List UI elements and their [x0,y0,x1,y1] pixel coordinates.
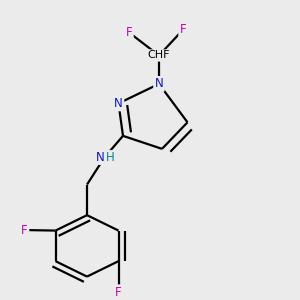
Text: N: N [114,97,123,110]
Text: F: F [126,26,132,39]
Text: F: F [21,224,28,236]
Text: H: H [106,151,115,164]
Text: N: N [154,77,164,90]
Text: F: F [115,286,122,299]
Text: F: F [180,23,186,36]
Text: N: N [96,151,104,164]
Text: CHF: CHF [148,50,170,61]
